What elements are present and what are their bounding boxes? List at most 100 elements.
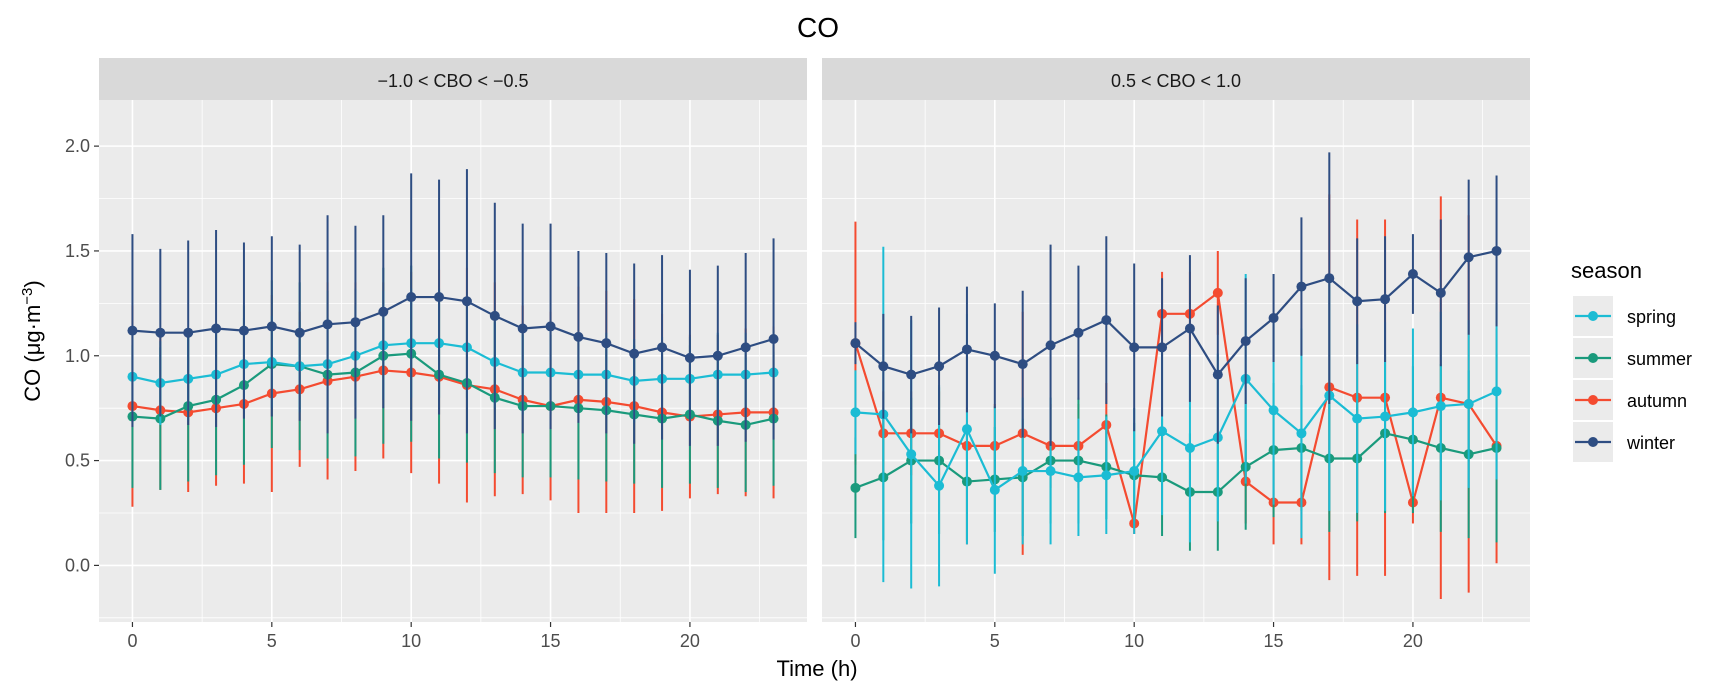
data-point-spring [1435, 401, 1446, 412]
facet-strip-label: −1.0 < CBO < −0.5 [377, 71, 528, 91]
data-point-spring [1352, 413, 1363, 424]
data-point-winter [1324, 273, 1335, 284]
data-point-spring [1017, 466, 1028, 477]
data-point-spring [1129, 466, 1140, 477]
legend-items: spring summer autumn winter [1573, 296, 1692, 462]
data-point-winter [1101, 315, 1112, 326]
data-point-spring [1101, 470, 1112, 481]
data-point-winter [1212, 369, 1223, 380]
x-tick-label: 20 [680, 631, 700, 651]
data-point-spring [1407, 407, 1418, 418]
data-point-spring [1157, 426, 1168, 437]
data-point-winter [461, 296, 472, 307]
y-axis-title-exponent: −3 [19, 288, 36, 305]
data-point-winter [238, 325, 249, 336]
series-winter [127, 169, 779, 446]
data-point-winter [712, 350, 723, 361]
legend-key-point [1588, 437, 1598, 447]
data-point-winter [629, 348, 640, 359]
data-layer [850, 152, 1502, 599]
data-point-winter [1380, 294, 1391, 305]
data-layer [127, 169, 779, 513]
legend: season spring summer autumn winter [1571, 258, 1692, 462]
data-point-winter [1240, 336, 1251, 347]
data-point-winter [1184, 323, 1195, 334]
data-point-winter [294, 327, 305, 338]
data-point-winter [1463, 252, 1474, 263]
data-point-winter [989, 350, 1000, 361]
data-point-spring [1491, 386, 1502, 397]
data-point-spring [1296, 428, 1307, 439]
data-point-spring [989, 484, 1000, 495]
data-point-winter [740, 342, 751, 353]
data-point-spring [1073, 472, 1084, 483]
facet-panel: −1.0 < CBO < −0.5 0 5 10 15 20 0.0 0.5 1.0 1.5 2.0 [65, 58, 807, 651]
series-line-winter [854, 249, 1497, 377]
series-winter [850, 152, 1502, 446]
data-point-spring [1045, 466, 1056, 477]
data-point-winter [1073, 327, 1084, 338]
data-point-winter [1296, 281, 1307, 292]
data-point-winter [406, 292, 417, 303]
x-tick-label: 5 [267, 631, 277, 651]
data-point-winter [155, 327, 166, 338]
panel-background [99, 100, 807, 622]
legend-key-point [1588, 395, 1598, 405]
data-point-winter [1017, 359, 1028, 370]
data-point-spring [961, 424, 972, 435]
x-tick-label: 15 [541, 631, 561, 651]
data-point-winter [378, 306, 389, 317]
facet-panels: −1.0 < CBO < −0.5 0 5 10 15 20 0.0 0.5 1.0 1.5 2.0… [65, 58, 1530, 651]
data-point-winter [850, 338, 861, 349]
data-point-winter [573, 331, 584, 342]
facet-strip [822, 58, 1530, 100]
data-point-winter [434, 292, 445, 303]
data-point-winter [1435, 287, 1446, 298]
legend-item-summer: summer [1573, 338, 1692, 378]
x-tick-label: 10 [401, 631, 421, 651]
data-point-winter [657, 342, 668, 353]
y-axis-title-close: ) [20, 280, 45, 287]
data-point-winter [601, 338, 612, 349]
data-point-winter [1157, 342, 1168, 353]
data-point-winter [183, 327, 194, 338]
legend-item-autumn: autumn [1573, 380, 1687, 420]
data-point-summer [850, 482, 861, 493]
data-point-winter [1407, 269, 1418, 279]
data-point-winter [322, 319, 333, 330]
x-tick-label: 0 [127, 631, 137, 651]
data-point-winter [266, 321, 277, 332]
y-tick-label: 0.0 [65, 555, 90, 575]
data-point-winter [961, 344, 972, 355]
facet-strip-label: 0.5 < CBO < 1.0 [1111, 71, 1241, 91]
facet-panel: 0.5 < CBO < 1.0 0 5 10 15 20 [822, 58, 1530, 651]
y-tick-label: 0.5 [65, 451, 90, 471]
x-tick-label: 15 [1264, 631, 1284, 651]
panel-background [822, 100, 1530, 622]
data-point-winter [1268, 313, 1279, 324]
legend-label-spring: spring [1627, 307, 1676, 327]
chart-title: CO [797, 12, 839, 43]
data-point-winter [934, 361, 945, 372]
data-point-spring [1463, 398, 1474, 409]
x-tick-label: 20 [1403, 631, 1423, 651]
data-point-spring [850, 407, 861, 418]
y-axis-title-main: CO (μg·m [20, 305, 45, 402]
legend-item-spring: spring [1573, 296, 1676, 336]
data-point-winter [127, 325, 138, 336]
y-tick-label: 2.0 [65, 136, 90, 156]
data-point-winter [211, 323, 222, 334]
legend-key-point [1588, 311, 1598, 321]
data-point-winter [684, 352, 695, 363]
legend-title: season [1571, 258, 1642, 283]
data-point-winter [1129, 342, 1140, 353]
facet-strip [99, 58, 807, 100]
legend-label-winter: winter [1626, 433, 1675, 453]
x-axis-title: Time (h) [776, 656, 857, 681]
x-tick-label: 5 [990, 631, 1000, 651]
data-point-winter [1352, 296, 1363, 307]
x-tick-label: 10 [1124, 631, 1144, 651]
data-point-autumn [1212, 287, 1223, 298]
y-tick-label: 1.5 [65, 241, 90, 261]
